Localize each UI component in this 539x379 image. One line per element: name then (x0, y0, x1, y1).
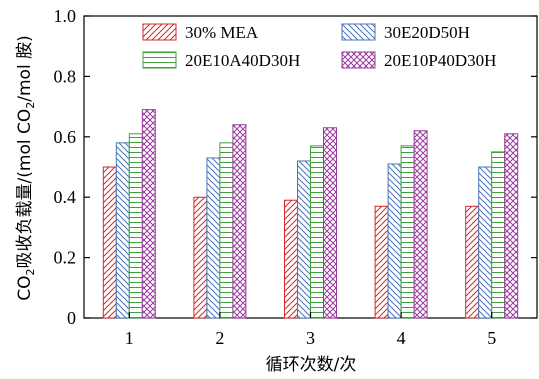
bar-2-1 (115, 142, 130, 319)
x-tick-label: 5 (487, 328, 496, 348)
legend-label-3: 20E10A40D30H (185, 51, 300, 70)
bar-1-3 (284, 199, 298, 319)
bar-1-1 (102, 166, 117, 319)
bar-4-3 (323, 127, 337, 319)
x-tick-label: 1 (125, 328, 134, 348)
bar-3-3 (310, 145, 324, 319)
y-axis-label-co: CO (15, 275, 35, 300)
bar-2-2 (206, 157, 221, 319)
bar-2-3 (297, 160, 311, 319)
bar-4-1 (141, 109, 156, 319)
y-axis-label-sub2: 2 (24, 102, 37, 109)
y-axis-label-sub1: 2 (24, 268, 37, 275)
bar-2-5 (478, 166, 493, 319)
bar-4-2 (232, 124, 247, 319)
legend-swatch-4 (341, 51, 376, 69)
y-tick-label: 1.0 (54, 6, 77, 26)
y-axis-label-end: /mol 胺) (15, 35, 35, 101)
y-tick-label: 0.6 (54, 127, 77, 147)
legend-label-4: 20E10P40D30H (384, 51, 496, 70)
legend: 30% MEA 30E20D50H 20E10A40D30H 20E10P40D30H (142, 23, 496, 70)
bar-4-5 (504, 133, 519, 319)
legend-label-2: 30E20D50H (384, 23, 470, 42)
bar-3-4 (400, 145, 415, 319)
y-axis-label: CO2吸收负载量/(mol CO2/mol 胺) (15, 35, 37, 300)
y-tick-label: 0.2 (54, 248, 77, 268)
legend-swatch-2 (341, 23, 376, 41)
y-tick-label: 0.8 (54, 66, 77, 86)
bar-4-4 (413, 130, 428, 319)
bar-3-1 (128, 133, 143, 319)
y-tick-label: 0 (67, 308, 76, 328)
bar-1-4 (374, 205, 389, 319)
y-axis-label-mid: 吸收负载量/(mol CO (15, 109, 35, 269)
legend-swatch-3 (142, 51, 177, 69)
x-tick-label: 3 (306, 328, 315, 348)
legend-label-1: 30% MEA (185, 23, 259, 42)
y-tick-label: 0.4 (54, 187, 77, 207)
bar-3-2 (219, 142, 234, 319)
legend-swatch-1 (142, 23, 177, 41)
bar-2-4 (387, 163, 402, 319)
x-tick-label: 4 (397, 328, 406, 348)
x-axis-label: 循环次数/次 (266, 355, 357, 375)
bar-1-2 (193, 196, 208, 319)
bar-1-5 (465, 205, 480, 319)
bar-3-5 (491, 151, 506, 319)
x-tick-label: 2 (215, 328, 224, 348)
